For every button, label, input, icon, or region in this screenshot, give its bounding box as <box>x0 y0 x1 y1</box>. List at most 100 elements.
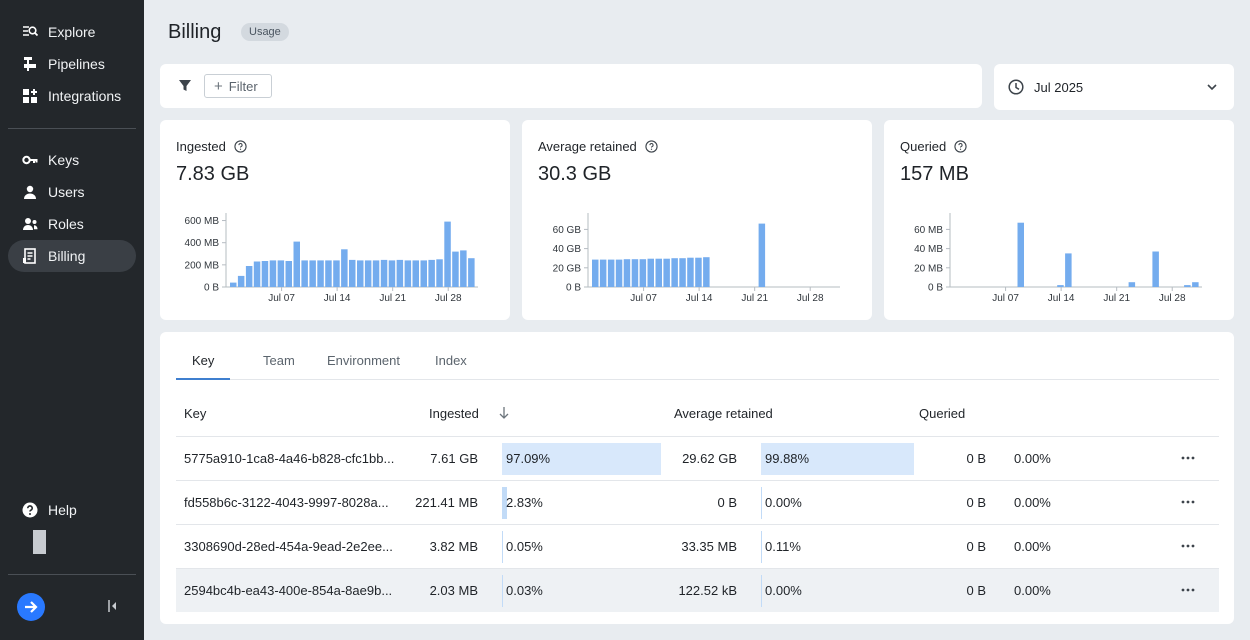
table-row[interactable]: fd558b6c-3122-4043-9997-8028a... 221.41 M… <box>176 480 1219 524</box>
chart-bar[interactable] <box>703 257 710 287</box>
table-row[interactable]: 3308690d-28ed-454a-9ead-2e2ee... 3.82 MB 0… <box>176 524 1219 568</box>
ingested-cell: 221.41 MB <box>415 495 478 510</box>
chart-bar[interactable] <box>261 261 269 287</box>
chart-bar[interactable] <box>444 221 451 287</box>
chart-bar[interactable] <box>1065 253 1072 287</box>
tab-environment[interactable]: Environment <box>327 353 400 368</box>
chart-bar[interactable] <box>631 259 639 287</box>
chart-bar[interactable] <box>1152 251 1159 288</box>
chart-bar[interactable] <box>277 260 285 287</box>
retained-share-bar <box>761 531 762 563</box>
chart-bar[interactable] <box>679 258 686 287</box>
average-retained-card: Average retained 30.3 GB 0 B 20 GB 40 GB 60… <box>522 120 872 320</box>
chart-bar[interactable] <box>1192 282 1199 287</box>
tab-key[interactable]: Key <box>176 348 231 380</box>
chart-bar[interactable] <box>655 258 663 287</box>
sidebar-item-users[interactable]: Users <box>8 176 136 208</box>
chart-bar[interactable] <box>623 259 631 287</box>
column-header-ingested[interactable]: Ingested <box>429 406 479 421</box>
queried-cell: 0 B <box>966 451 986 466</box>
sidebar-item-explore[interactable]: Explore <box>8 16 136 48</box>
chart-bar[interactable] <box>639 259 647 287</box>
chart-bar[interactable] <box>293 241 301 287</box>
chart-bar[interactable] <box>1128 282 1136 287</box>
chart-bar[interactable] <box>364 260 372 287</box>
chart-bar[interactable] <box>333 260 340 287</box>
chart-bar[interactable] <box>301 260 308 287</box>
column-header-average-retained[interactable]: Average retained <box>674 406 773 421</box>
chart-bar[interactable] <box>460 250 467 287</box>
table-row[interactable]: 2594bc4b-ea43-400e-854a-8ae9b... 2.03 MB 0… <box>176 568 1219 612</box>
sidebar-item-pipelines[interactable]: Pipelines <box>8 48 136 80</box>
more-options-icon[interactable] <box>1181 583 1195 597</box>
chart-bar[interactable] <box>285 261 293 287</box>
x-tick-label: Jul 21 <box>1103 293 1130 304</box>
chart-bar[interactable] <box>372 260 380 287</box>
add-filter-button[interactable]: + Filter <box>204 74 272 98</box>
sidebar-item-keys[interactable]: Keys <box>8 144 136 176</box>
help-icon <box>22 502 38 518</box>
logo[interactable] <box>17 593 45 621</box>
sidebar-item-billing[interactable]: Billing <box>8 240 136 272</box>
chart-bar[interactable] <box>436 259 443 287</box>
chart-bar[interactable] <box>452 251 459 287</box>
sidebar-item-label: Help <box>48 502 77 518</box>
sort-descending-icon[interactable] <box>498 406 510 420</box>
chart-bar[interactable] <box>245 266 253 287</box>
chart-bar[interactable] <box>341 249 348 287</box>
sidebar-item-integrations[interactable]: Integrations <box>8 80 136 112</box>
chart-bar[interactable] <box>647 258 655 287</box>
chart-bar[interactable] <box>615 259 623 287</box>
chart-bar[interactable] <box>380 259 388 287</box>
help-circle-icon[interactable] <box>954 140 967 153</box>
chart-bar[interactable] <box>237 275 245 287</box>
chart-bar[interactable] <box>309 260 316 287</box>
tab-team[interactable]: Team <box>263 353 295 368</box>
chart-bar[interactable] <box>1184 285 1191 287</box>
chart-bar[interactable] <box>230 282 237 287</box>
help-circle-icon[interactable] <box>645 140 658 153</box>
chart-bar[interactable] <box>663 258 670 287</box>
retained-percent: 0.11% <box>765 539 801 554</box>
tab-index[interactable]: Index <box>435 353 467 368</box>
chart-bar[interactable] <box>687 257 694 287</box>
chart-bar[interactable] <box>695 257 702 287</box>
chart-bar[interactable] <box>388 260 396 287</box>
chart-bar[interactable] <box>599 259 607 287</box>
chart-bar[interactable] <box>317 260 324 287</box>
chart-bar[interactable] <box>349 259 356 287</box>
sidebar: Explore Pipelines Integrations Keys User… <box>0 0 144 640</box>
chart-bar[interactable] <box>420 260 428 287</box>
x-tick-label: Jul 14 <box>1048 293 1075 304</box>
chart-bar[interactable] <box>404 260 412 287</box>
more-options-icon[interactable] <box>1181 495 1195 509</box>
avatar[interactable] <box>33 530 46 554</box>
date-picker[interactable]: Jul 2025 <box>994 64 1234 110</box>
chart-bar[interactable] <box>758 223 766 287</box>
chart-bar[interactable] <box>607 259 615 287</box>
column-header-key[interactable]: Key <box>184 406 207 421</box>
chart-bar[interactable] <box>671 258 678 287</box>
more-options-icon[interactable] <box>1181 451 1195 465</box>
table-row[interactable]: 5775a910-1ca8-4a46-b828-cfc1bb... 7.61 GB… <box>176 436 1219 480</box>
chart-bar[interactable] <box>253 261 261 288</box>
chart-bar[interactable] <box>357 260 364 287</box>
sidebar-item-roles[interactable]: Roles <box>8 208 136 240</box>
chart-bar[interactable] <box>1017 222 1025 287</box>
chart-bar[interactable] <box>396 259 404 287</box>
more-options-icon[interactable] <box>1181 539 1195 553</box>
y-tick-label: 0 B <box>928 283 943 294</box>
sidebar-item-help[interactable]: Help <box>8 494 136 526</box>
help-circle-icon[interactable] <box>234 140 247 153</box>
column-header-queried[interactable]: Queried <box>919 406 966 421</box>
clock-icon <box>1008 79 1024 95</box>
chart-bar[interactable] <box>412 260 420 287</box>
chart-bar[interactable] <box>325 260 332 287</box>
chart-bar[interactable] <box>269 260 277 287</box>
chart-bar[interactable] <box>1057 285 1064 287</box>
ingested-share-bar <box>502 443 662 475</box>
chart-bar[interactable] <box>592 259 599 287</box>
chart-bar[interactable] <box>428 259 435 287</box>
collapse-sidebar-icon[interactable] <box>106 597 120 615</box>
chart-bar[interactable] <box>468 258 475 287</box>
